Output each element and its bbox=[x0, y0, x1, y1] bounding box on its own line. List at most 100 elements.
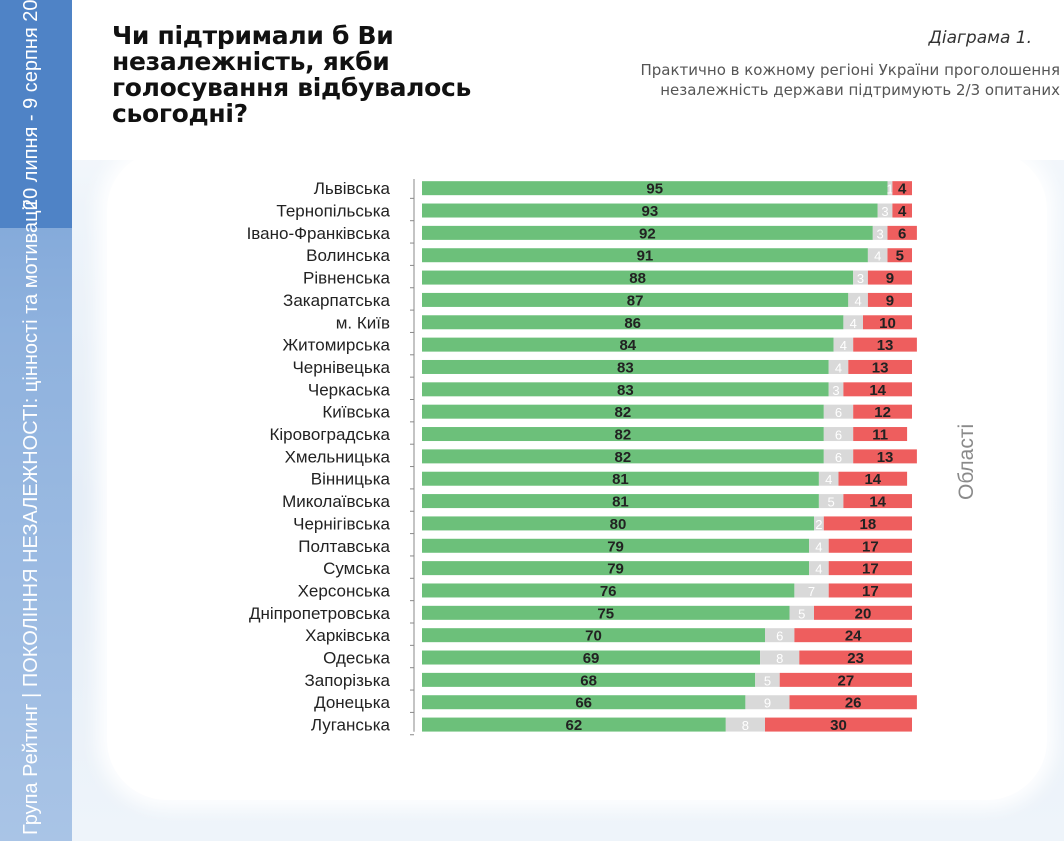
region-label: Хмельницька bbox=[285, 447, 391, 466]
oppose-bar bbox=[848, 359, 912, 374]
oppose-bar bbox=[838, 471, 908, 486]
support-value-label: 62 bbox=[566, 717, 583, 734]
oppose-value-label: 14 bbox=[869, 494, 886, 511]
neutral-bar bbox=[853, 270, 868, 285]
oppose-value-label: 9 bbox=[886, 292, 894, 309]
neutral-value-label: 3 bbox=[877, 226, 884, 241]
support-value-label: 91 bbox=[637, 248, 654, 265]
support-bar bbox=[422, 181, 888, 196]
neutral-bar bbox=[818, 471, 839, 486]
neutral-value-label: 6 bbox=[835, 428, 842, 443]
oppose-bar bbox=[814, 605, 912, 620]
support-value-label: 82 bbox=[615, 404, 632, 421]
left-sidebar-band: 20 липня - 9 серпня 2021 Група Рейтинг |… bbox=[0, 0, 72, 841]
support-value-label: 80 bbox=[610, 516, 627, 533]
neutral-value-label: 3 bbox=[881, 204, 888, 219]
oppose-bar bbox=[867, 270, 912, 285]
neutral-bar bbox=[877, 203, 893, 218]
neutral-value-label: 4 bbox=[815, 562, 822, 577]
oppose-value-label: 17 bbox=[862, 583, 879, 600]
oppose-bar bbox=[892, 203, 912, 218]
oppose-bar bbox=[887, 225, 917, 240]
oppose-bar bbox=[853, 404, 912, 419]
neutral-value-label: 7 bbox=[808, 584, 815, 599]
neutral-bar bbox=[872, 225, 888, 240]
neutral-bar bbox=[725, 717, 765, 732]
support-bar bbox=[422, 292, 849, 307]
neutral-bar bbox=[887, 181, 893, 196]
region-label: Житомирська bbox=[282, 336, 390, 355]
neutral-bar bbox=[760, 650, 800, 665]
neutral-bar bbox=[809, 538, 829, 553]
oppose-value-label: 30 bbox=[830, 717, 847, 734]
region-label: Вінницька bbox=[311, 470, 391, 489]
oppose-value-label: 10 bbox=[879, 315, 896, 332]
oppose-value-label: 14 bbox=[864, 471, 881, 488]
oppose-value-label: 13 bbox=[877, 337, 894, 354]
support-bar bbox=[422, 248, 868, 263]
oppose-value-label: 12 bbox=[874, 404, 891, 421]
oppose-bar bbox=[863, 315, 912, 330]
neutral-bar bbox=[833, 337, 854, 352]
oppose-value-label: 9 bbox=[886, 270, 894, 287]
oppose-bar bbox=[765, 717, 912, 732]
support-value-label: 66 bbox=[575, 695, 592, 712]
support-bar bbox=[422, 359, 829, 374]
support-bar bbox=[422, 583, 795, 598]
neutral-value-label: 8 bbox=[742, 718, 749, 733]
support-bar bbox=[422, 672, 756, 687]
support-value-label: 83 bbox=[617, 382, 634, 399]
oppose-value-label: 27 bbox=[838, 672, 855, 689]
support-value-label: 68 bbox=[580, 672, 597, 689]
oppose-value-label: 14 bbox=[869, 382, 886, 399]
oppose-bar bbox=[887, 248, 912, 263]
neutral-bar bbox=[848, 292, 868, 307]
support-bar bbox=[422, 605, 790, 620]
support-value-label: 95 bbox=[646, 181, 663, 198]
oppose-value-label: 4 bbox=[898, 181, 907, 198]
neutral-bar bbox=[843, 315, 863, 330]
region-label: Чернігівська bbox=[293, 514, 390, 533]
neutral-value-label: 5 bbox=[798, 606, 805, 621]
neutral-value-label: 6 bbox=[835, 450, 842, 465]
oppose-value-label: 13 bbox=[872, 359, 889, 376]
neutral-bar bbox=[809, 561, 829, 576]
support-bar bbox=[422, 717, 726, 732]
oppose-bar bbox=[843, 494, 912, 509]
oppose-bar bbox=[828, 583, 912, 598]
support-bar bbox=[422, 382, 829, 397]
oppose-bar bbox=[828, 538, 912, 553]
oppose-value-label: 24 bbox=[845, 628, 862, 645]
oppose-bar bbox=[794, 628, 912, 643]
diagram-label: Діаграма 1. bbox=[928, 28, 1032, 48]
neutral-bar bbox=[828, 382, 844, 397]
neutral-bar bbox=[867, 248, 888, 263]
neutral-bar bbox=[818, 494, 844, 509]
neutral-value-label: 1 bbox=[886, 182, 893, 197]
support-bar bbox=[422, 561, 810, 576]
oppose-bar bbox=[779, 672, 912, 687]
support-bar bbox=[422, 404, 824, 419]
neutral-value-label: 5 bbox=[764, 673, 771, 688]
oppose-value-label: 4 bbox=[898, 203, 907, 220]
oppose-value-label: 23 bbox=[847, 650, 864, 667]
support-bar bbox=[422, 270, 854, 285]
support-bar bbox=[422, 494, 819, 509]
support-bar bbox=[422, 471, 819, 486]
region-label: Львівська bbox=[314, 179, 391, 198]
neutral-value-label: 3 bbox=[832, 383, 839, 398]
region-label: Одеська bbox=[323, 649, 390, 668]
support-value-label: 82 bbox=[615, 449, 632, 466]
oppose-bar bbox=[867, 292, 912, 307]
support-value-label: 81 bbox=[612, 471, 629, 488]
support-bar bbox=[422, 516, 814, 531]
region-label: Дніпропетровська bbox=[249, 604, 391, 623]
support-value-label: 83 bbox=[617, 359, 634, 376]
oppose-bar bbox=[789, 695, 917, 710]
oppose-bar bbox=[828, 561, 912, 576]
support-value-label: 70 bbox=[585, 628, 602, 645]
oppose-bar bbox=[853, 337, 917, 352]
neutral-value-label: 6 bbox=[835, 405, 842, 420]
oppose-value-label: 26 bbox=[845, 695, 862, 712]
oppose-bar bbox=[853, 449, 917, 464]
